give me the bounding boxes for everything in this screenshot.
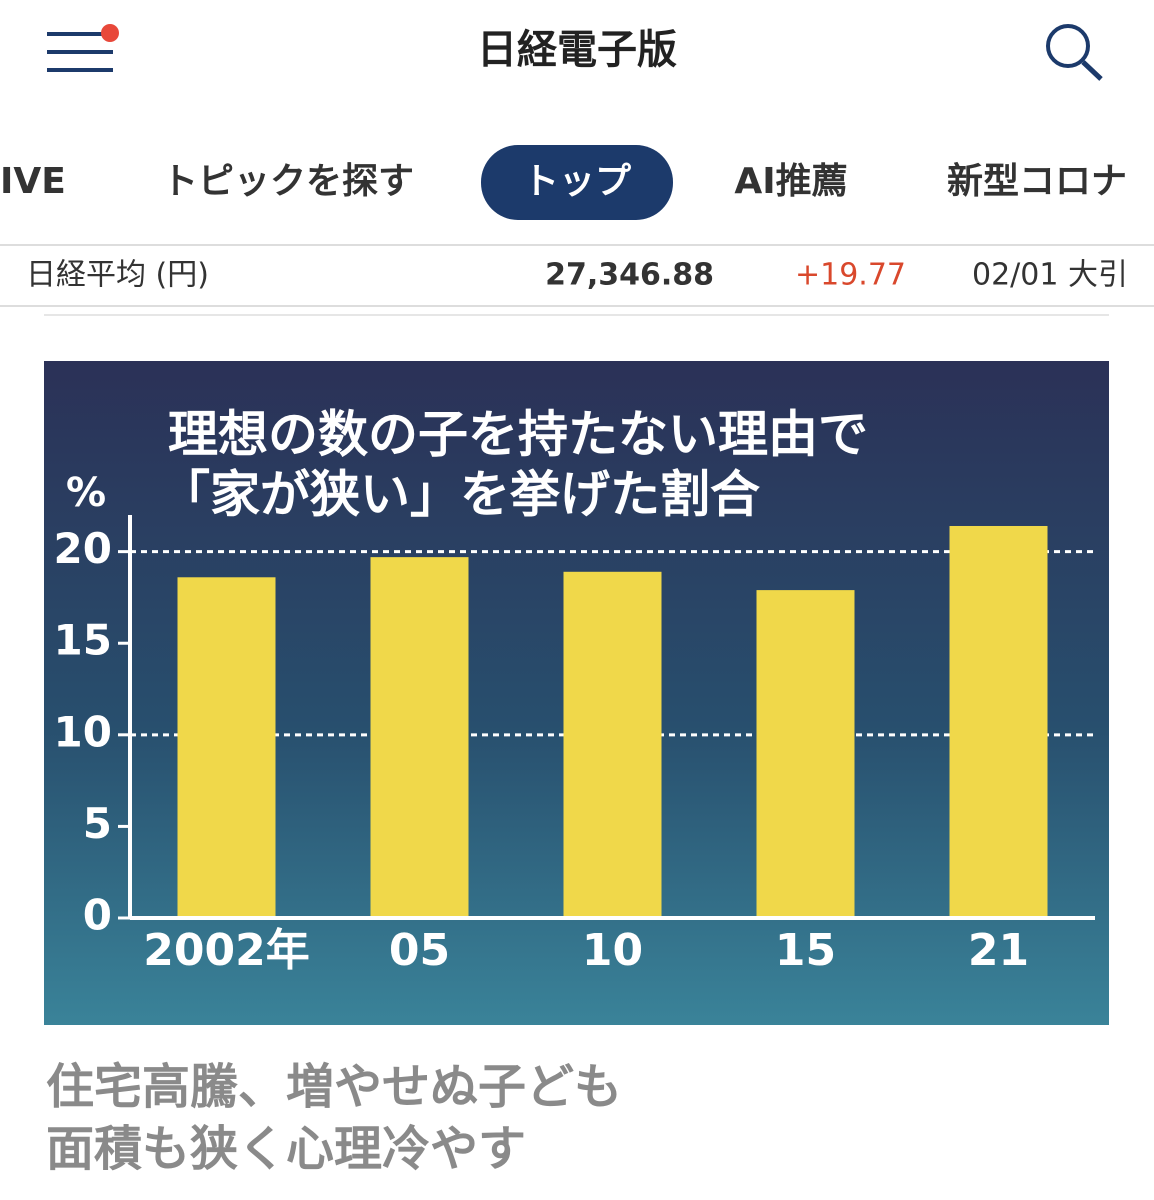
y-tick-label: 20 — [54, 524, 112, 573]
y-tick-label: 5 — [83, 799, 112, 848]
x-tick-label: 21 — [968, 925, 1029, 976]
ticker-name: 日経平均 (円) — [26, 258, 209, 293]
ticker-change: +19.77 — [795, 258, 906, 293]
y-unit: % — [66, 470, 106, 516]
headline[interactable]: 面積も狭く心理冷やす — [46, 1121, 526, 1177]
y-tick-label: 15 — [54, 616, 112, 665]
app-title: 日経電子版 — [477, 27, 677, 73]
chart-title: 理想の数の子を持たない理由で — [168, 406, 868, 464]
tab[interactable]: IVE — [0, 161, 66, 202]
bar — [177, 577, 276, 918]
tab[interactable]: AI推薦 — [734, 161, 847, 202]
search-icon[interactable] — [1046, 24, 1103, 81]
tab[interactable]: 新型コロナ — [947, 161, 1127, 202]
bar — [756, 590, 855, 918]
active-tab-pill — [481, 145, 673, 220]
bar — [370, 557, 469, 918]
x-tick-label: 15 — [775, 925, 836, 976]
bar — [949, 525, 1048, 918]
menu-icon[interactable] — [47, 24, 119, 72]
y-tick-label: 10 — [54, 707, 112, 756]
x-tick-label: 05 — [389, 925, 450, 976]
headline[interactable]: 住宅高騰、増やせぬ子ども — [46, 1059, 622, 1115]
x-tick-label: 10 — [582, 925, 643, 976]
tab[interactable]: トピックを探す — [162, 161, 414, 202]
chart-title: 「家が狭い」を挙げた割合 — [160, 466, 760, 524]
tab[interactable]: トップ — [523, 161, 631, 202]
ticker-price: 27,346.88 — [545, 258, 714, 293]
ticker-time: 02/01 大引 — [972, 258, 1128, 293]
y-tick-label: 0 — [83, 891, 112, 940]
bar — [563, 571, 662, 918]
x-tick-label: 2002年 — [143, 925, 309, 976]
